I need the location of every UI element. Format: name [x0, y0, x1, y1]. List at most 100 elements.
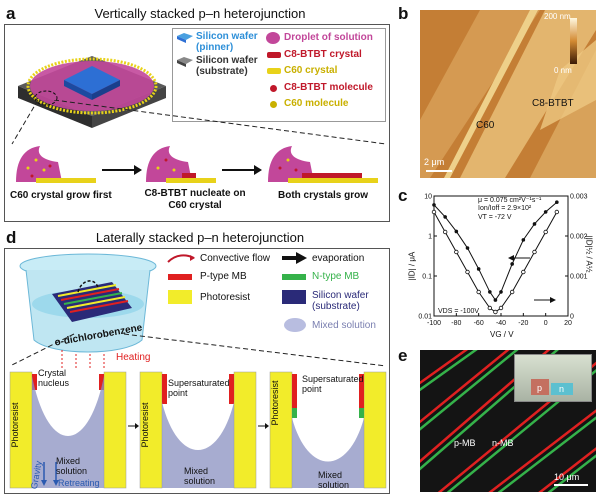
transfer-curve-chart: -100 -80 -60 -40 -20 0 201010.10.010.0030.0020…: [418, 194, 588, 328]
y-left-tick-label-0: 10: [424, 194, 432, 201]
chart-ann-vt: VT = -72 V: [478, 214, 512, 221]
y-right-tick-label-2: 0.001: [570, 274, 588, 281]
heating-label: Heating: [116, 352, 151, 363]
right-axis-arrowhead: [550, 297, 556, 303]
droplet-icon: [266, 32, 280, 44]
series-1-point-12: [554, 209, 560, 215]
step-2-label: C8-BTBT nucleate on C60 crystal: [144, 188, 246, 211]
y-left-tick-label-2: 0.1: [422, 274, 432, 281]
meniscus-stages: [9, 371, 387, 489]
chart-ann-onoff: Ion/Ioff = 2.9×10²: [478, 205, 532, 212]
series-1-point-7: [498, 305, 504, 311]
pinner-icon: [177, 33, 193, 43]
chart-ylabel-left: |ID| / μA: [407, 251, 417, 281]
series-0-point-4: [476, 267, 481, 271]
crystal-nucleus-label: Crystal nucleus: [38, 368, 70, 388]
panel-b-letter: b: [398, 4, 409, 23]
panel-c-letter: c: [398, 186, 408, 205]
stage2-mixed-solution: Mixed solution: [184, 466, 216, 486]
y-right-tick-label-1: 0.002: [570, 234, 588, 241]
stage1-mixed-solution: Mixed solution: [56, 456, 88, 476]
inset-n-label: n: [559, 384, 565, 394]
afm-crystal-shapes: [420, 10, 596, 178]
afm-scalebar-label: 2 μm: [424, 157, 445, 167]
chart-xlabel: VG / V: [490, 330, 514, 339]
series-0-point-1: [443, 215, 447, 219]
ntype-icon: [282, 274, 306, 280]
x-tick-label-6: 20: [564, 320, 572, 327]
inset-n-block: [551, 383, 573, 395]
stage1-photoresist: Photoresist: [10, 402, 20, 448]
legend-mixed: Mixed solution: [312, 320, 376, 331]
afm-label-c8: C8-BTBT: [532, 98, 574, 109]
step-3-label: Both crystals grow: [277, 190, 369, 201]
panel-a-letter: a: [6, 4, 16, 23]
c8-crystal-icon: [267, 52, 281, 58]
legend-substrate: Silicon wafer (substrate): [196, 55, 258, 77]
series-0-point-11: [543, 210, 548, 214]
inset-p-block: [531, 379, 549, 395]
y-left-tick-label-3: 0.01: [418, 314, 432, 321]
fluor-scalebar-label: 10 μm: [554, 472, 580, 482]
chart-ylabel-right: |ID|½ / A½: [584, 235, 594, 273]
legend-wafer: Silicon wafer (substrate): [312, 290, 369, 312]
fluorescence-image: p n p-MB n-MB 10 μm: [420, 350, 596, 492]
sem-inset: p n: [514, 354, 592, 402]
c8-molecule-icon: [270, 85, 277, 92]
p-mb-label: p-MB: [454, 438, 476, 448]
fluor-scalebar: [554, 484, 588, 486]
series-0-point-5: [488, 290, 492, 294]
legend-c60-molecule: C60 molecule: [284, 98, 349, 109]
afm-scale-bottom: 0 nm: [554, 66, 572, 75]
series-0-point-3: [465, 246, 470, 250]
mixed-solution-icon: [284, 318, 306, 332]
chart-ann-vds: VDS = -100V: [438, 308, 480, 315]
series-1-point-9: [521, 269, 526, 275]
n-mb-label: n-MB: [492, 438, 514, 448]
stage2-supersaturated: Supersaturated point: [168, 378, 230, 398]
beaker-illustration: [19, 253, 157, 368]
legend-c8-molecule: C8-BTBT molecule: [284, 82, 373, 93]
y-right-tick-label-0: 0.003: [570, 194, 588, 201]
legend-droplet: Droplet of solution: [284, 32, 373, 43]
series-1-point-10: [532, 249, 537, 255]
x-tick-label-2: -60: [474, 320, 484, 327]
series-1-point-4: [476, 289, 481, 295]
growth-steps: [16, 146, 378, 183]
series-0-point-0: [432, 203, 436, 207]
legend-ptype: P-type MB: [200, 271, 247, 282]
legend-pinner: Silicon wafer (pinner): [196, 31, 258, 53]
afm-scale-top: 200 nm: [544, 12, 571, 21]
legend-ntype: N-type MB: [312, 271, 360, 282]
panel-a-legend: [172, 28, 386, 122]
afm-colorbar: [570, 18, 577, 64]
series-1-point-1: [442, 229, 448, 235]
x-tick-label-0: -100: [427, 320, 441, 327]
panel-d-zoom-lines: [9, 333, 387, 367]
series-0-point-10: [532, 222, 537, 226]
c60-molecule-icon: [270, 101, 277, 108]
y-right-tick-label-3: 0: [570, 314, 574, 321]
left-axis-arrowhead: [508, 255, 514, 261]
panel-e-letter: e: [398, 346, 408, 365]
x-tick-label-5: 0: [544, 320, 548, 327]
series-0-point-2: [454, 229, 459, 234]
stage3-mixed-solution: Mixed solution: [318, 470, 350, 490]
inset-p-label: p: [537, 383, 543, 393]
series-0-point-8: [510, 262, 514, 266]
retreating-label: Retreating: [58, 478, 100, 488]
legend-evaporation: evaporation: [312, 253, 365, 264]
series-1-point-6: [493, 309, 498, 315]
series-0-point-7: [499, 290, 503, 294]
x-tick-label-3: -40: [496, 320, 506, 327]
x-tick-label-4: -20: [518, 320, 528, 327]
series-0-point-12: [555, 200, 559, 204]
stage3-photoresist: Photoresist: [270, 380, 280, 426]
y-left-tick-label-1: 1: [428, 234, 432, 241]
panel-a-wafer-illustration: [18, 56, 166, 128]
series-1-point-8: [509, 289, 515, 295]
panel-a-title: Vertically stacked p–n heterojunction: [94, 6, 306, 21]
convective-flow-icon: [167, 254, 195, 263]
series-1-point-3: [465, 269, 470, 275]
step-1-label: C60 crystal grow first: [10, 190, 112, 201]
